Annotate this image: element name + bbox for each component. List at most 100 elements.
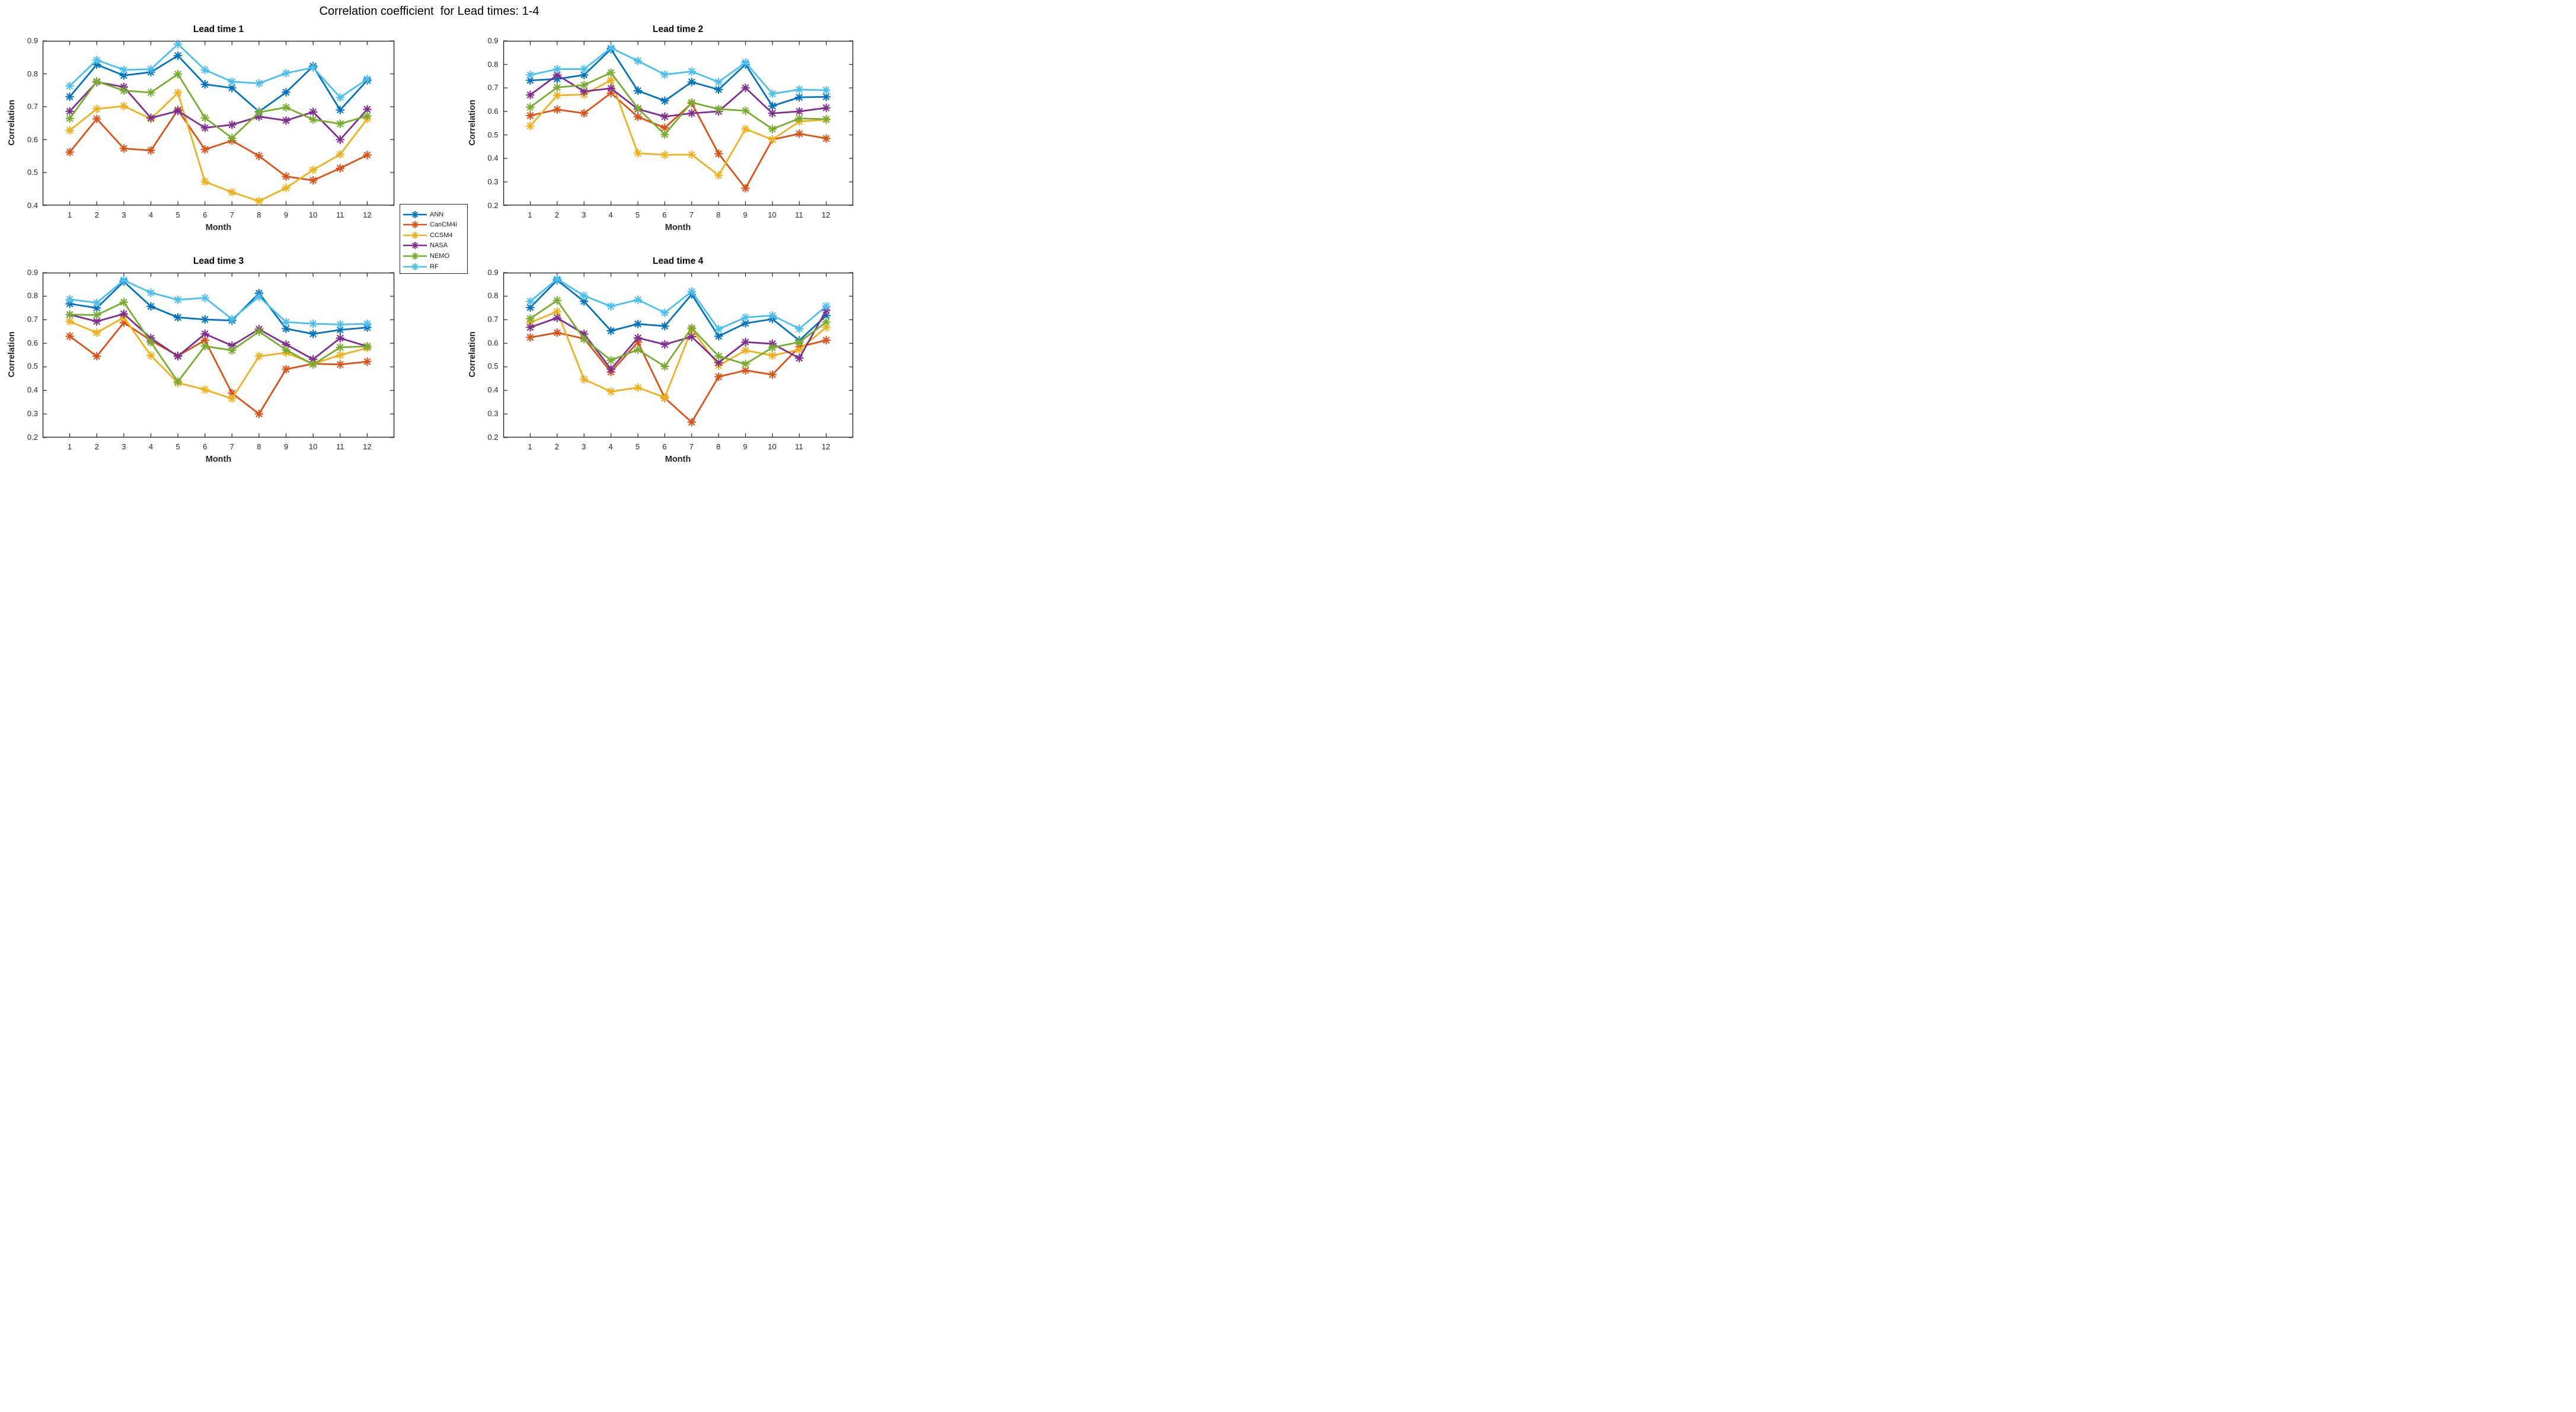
series-line-ann [69, 55, 368, 113]
axis-ticks [503, 40, 853, 206]
x-tick-label: 1 [67, 210, 72, 219]
legend-item-nasa: NASA [403, 241, 448, 251]
series-line-nasa [529, 309, 827, 370]
series-markers-nemo [65, 69, 372, 142]
x-tick-label: 6 [662, 210, 667, 219]
subplot-title: Lead time 2 [652, 24, 704, 34]
y-tick-label: 0.6 [487, 106, 499, 116]
legend-item-cancm4i: CanCM4i [403, 220, 457, 230]
lead-time-1-chart [42, 40, 395, 206]
legend-item-nemo: NEMO [403, 251, 449, 261]
x-tick-label: 12 [363, 210, 372, 219]
axes-box [42, 272, 395, 437]
y-tick-label: 0.5 [487, 130, 499, 139]
x-tick-label: 2 [94, 210, 99, 219]
series-line-ccsm4 [69, 92, 368, 202]
axes-box [503, 40, 853, 206]
x-tick-label: 10 [308, 442, 318, 451]
x-tick-label: 7 [229, 442, 234, 451]
x-tick-label: 1 [67, 442, 72, 451]
y-tick-label: 0.4 [487, 385, 499, 395]
x-tick-label: 7 [229, 210, 234, 219]
y-tick-label: 0.8 [27, 69, 38, 78]
x-tick-label: 4 [148, 442, 154, 451]
x-tick-label: 1 [528, 442, 532, 451]
series-line-nemo [69, 301, 368, 382]
legend-item-ann: ANN [403, 209, 443, 219]
axes-box [42, 40, 395, 206]
series-markers-ccsm4 [65, 312, 372, 403]
series-line-nasa [69, 81, 368, 140]
legend-item-label: RF [430, 263, 439, 270]
series-line-rf [69, 43, 368, 98]
series-line-ann [529, 48, 826, 107]
x-tick-label: 8 [716, 442, 721, 451]
y-tick-label: 0.9 [487, 267, 499, 277]
subplot-title: Lead time 1 [193, 24, 244, 34]
legend-item-label: NEMO [430, 252, 449, 260]
x-tick-label: 7 [689, 210, 694, 219]
series-line-nemo [529, 299, 826, 367]
legend-item-label: ANN [430, 210, 444, 218]
lead-time-2-chart [503, 40, 853, 206]
x-tick-label: 6 [203, 210, 208, 219]
x-tick-label: 8 [257, 210, 261, 219]
legend-item-label: NASA [430, 242, 448, 250]
x-tick-label: 11 [336, 442, 344, 451]
y-axis-label: Correlation [467, 100, 477, 146]
y-tick-label: 0.5 [27, 168, 38, 177]
y-tick-label: 0.6 [27, 338, 38, 347]
series-markers-cancm4i [525, 328, 831, 426]
y-tick-label: 0.6 [27, 135, 38, 144]
series-line-ann [529, 279, 827, 341]
rf-line-marker-icon [403, 263, 427, 270]
x-tick-label: 4 [608, 210, 613, 219]
y-tick-label: 0.8 [27, 291, 38, 301]
series-markers-rf [525, 43, 831, 98]
x-tick-label: 5 [635, 442, 640, 451]
x-tick-label: 10 [768, 210, 777, 219]
y-tick-label: 0.9 [487, 36, 499, 45]
series-line-nasa [69, 312, 368, 360]
axis-ticks [503, 271, 853, 438]
y-tick-label: 0.6 [487, 338, 499, 347]
x-tick-label: 4 [608, 442, 613, 451]
x-axis-label: Month [205, 454, 232, 464]
series-line-cancm4i [69, 109, 368, 181]
y-tick-label: 0.9 [27, 267, 38, 277]
x-tick-label: 4 [148, 210, 154, 219]
subplot-title: Lead time 4 [652, 255, 704, 266]
series-markers-cancm4i [525, 88, 831, 193]
x-tick-label: 8 [716, 210, 721, 219]
nemo-line-marker-icon [403, 252, 427, 260]
y-tick-label: 0.8 [487, 291, 499, 301]
x-tick-label: 6 [203, 442, 208, 451]
x-tick-label: 2 [94, 442, 99, 451]
x-tick-label: 9 [283, 210, 289, 219]
y-tick-label: 0.9 [27, 36, 38, 45]
legend: ANN CanCM4i CCSM4 NASA NEMO RF [400, 204, 468, 274]
x-tick-label: 9 [743, 442, 748, 451]
legend-item-rf: RF [403, 261, 439, 271]
series-line-ann [69, 280, 368, 335]
x-tick-label: 2 [554, 442, 559, 451]
axes-box [503, 272, 853, 437]
axis-ticks [43, 271, 394, 438]
y-tick-label: 0.5 [27, 362, 38, 371]
series-line-cancm4i [69, 321, 368, 415]
series-markers-nasa [525, 71, 831, 121]
x-tick-label: 9 [283, 442, 289, 451]
x-tick-label: 2 [554, 210, 559, 219]
x-tick-label: 11 [336, 210, 344, 219]
x-tick-label: 12 [821, 210, 831, 219]
series-line-rf [69, 279, 368, 325]
series-markers-ann [65, 51, 372, 116]
x-tick-label: 9 [743, 210, 748, 219]
x-tick-label: 1 [528, 210, 532, 219]
y-tick-label: 0.8 [487, 59, 499, 69]
y-axis-label: Correlation [467, 331, 477, 378]
legend-item-label: CCSM4 [430, 231, 453, 239]
y-tick-label: 0.3 [27, 408, 38, 418]
figure-canvas: Correlation coefficient for Lead times: … [0, 0, 858, 471]
x-tick-label: 5 [175, 210, 180, 219]
